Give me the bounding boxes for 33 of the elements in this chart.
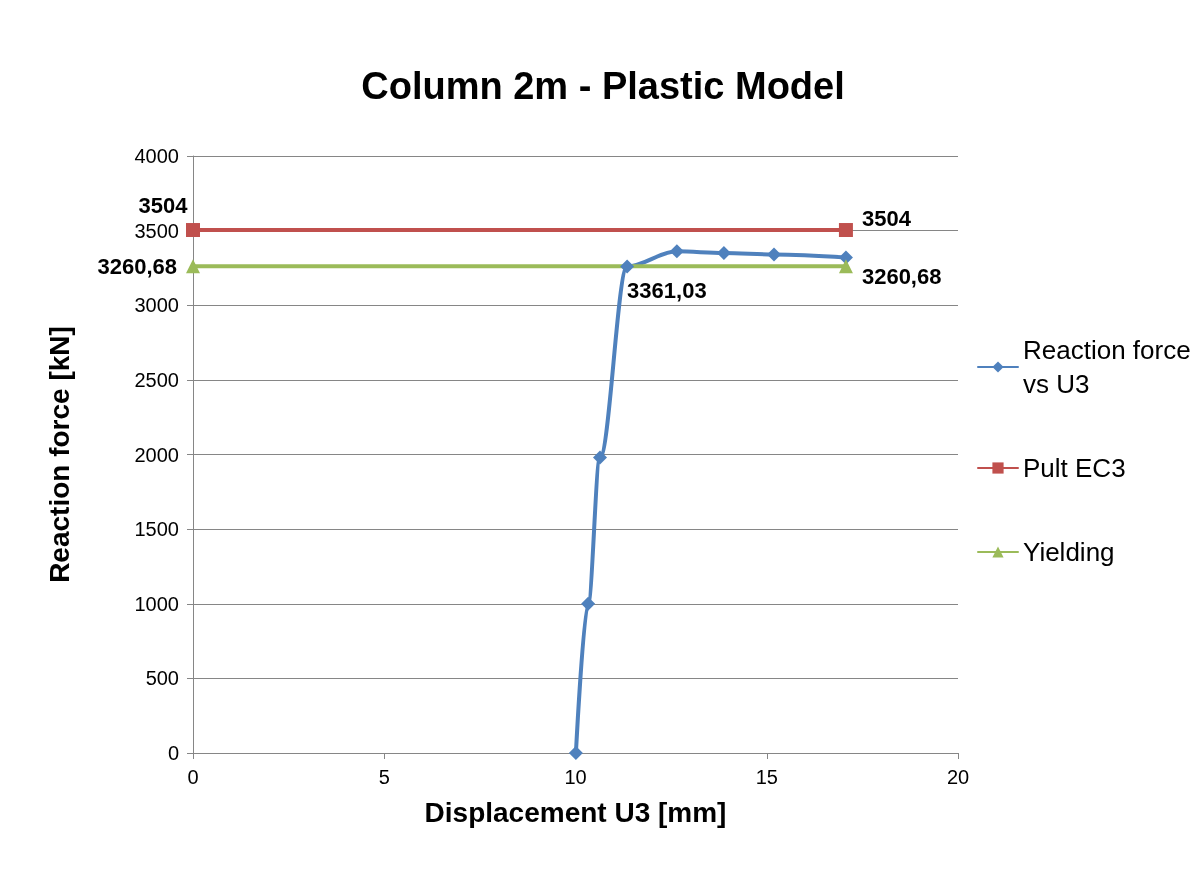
y-tick-label: 2500 xyxy=(134,368,179,391)
legend-label: Pult EC3 xyxy=(1023,453,1126,483)
point xyxy=(620,259,635,274)
data-label: 3361,03 xyxy=(627,277,707,303)
point xyxy=(581,596,596,611)
x-axis-title: Displacement U3 [mm] xyxy=(424,796,727,828)
x-tick-label: 5 xyxy=(378,766,390,788)
x-tick-label: 10 xyxy=(564,766,587,788)
data-label: 3260,68 xyxy=(861,263,942,289)
y-tick-label: 3000 xyxy=(134,294,179,317)
data-label: 3260,68 xyxy=(97,253,177,279)
point xyxy=(669,244,684,259)
data-label: 3504 xyxy=(138,192,189,218)
point xyxy=(592,450,607,465)
chart-title: Column 2m - Plastic Model xyxy=(361,65,845,107)
x-tick-label: 15 xyxy=(755,766,778,788)
y-tick-label: 1500 xyxy=(134,518,179,541)
x-tick-label: 20 xyxy=(946,766,970,788)
point xyxy=(186,223,200,238)
legend-label: Reaction force vs U3 xyxy=(1023,335,1198,399)
legend-label: Yielding xyxy=(1023,537,1115,567)
y-tick-label: 0 xyxy=(167,742,179,764)
y-axis-title: Reaction force [kN] xyxy=(43,326,75,583)
point xyxy=(767,247,782,262)
y-tick-label: 1000 xyxy=(134,592,179,615)
point xyxy=(568,746,583,760)
y-tick-label: 2000 xyxy=(134,443,179,466)
x-tick-label: 0 xyxy=(187,766,199,788)
y-tick-label: 4000 xyxy=(134,145,179,167)
y-tick-label: 500 xyxy=(145,667,179,690)
data-label: 3504 xyxy=(861,205,912,231)
point xyxy=(838,223,853,238)
y-tick-label: 3500 xyxy=(134,219,179,242)
